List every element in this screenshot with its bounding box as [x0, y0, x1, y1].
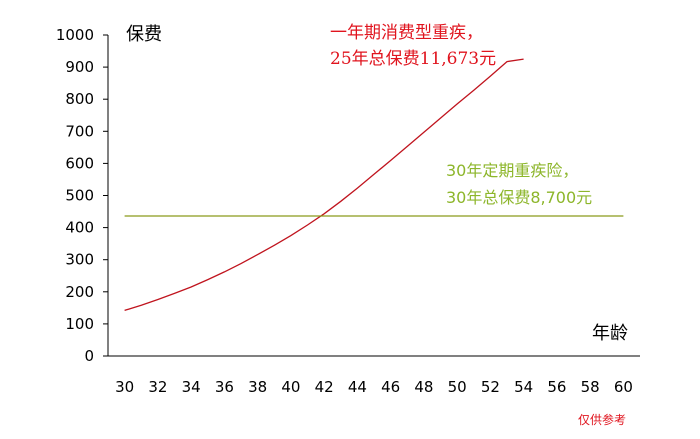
y-axis-title: 保费	[126, 24, 162, 45]
green-annotation-line1: 30年定期重疾险，	[446, 161, 578, 180]
y-tick-label: 400	[65, 219, 94, 237]
y-tick-label: 800	[65, 90, 94, 108]
x-tick-labels: 30 32 34 36 38 40 42 44 46 48 50 52 54 56 58 60	[115, 378, 633, 396]
y-tick-labels: 0 100 200 300 400 500 600 700 800 900 1000	[56, 26, 108, 365]
x-tick-label: 44	[348, 378, 367, 396]
x-tick-label: 60	[614, 378, 633, 396]
y-tick-label: 700	[65, 122, 94, 140]
y-tick-label: 100	[65, 315, 94, 333]
y-tick-label: 0	[84, 347, 94, 365]
x-tick-label: 36	[215, 378, 234, 396]
red-premium-line	[124, 58, 524, 312]
series-lines	[124, 58, 624, 312]
footnote: 仅供参考	[578, 412, 626, 427]
green-annotation-line2: 30年总保费8,700元	[446, 188, 592, 207]
x-tick-label: 40	[281, 378, 300, 396]
y-tick-label: 300	[65, 251, 94, 269]
red-annotation-line2: 25年总保费11,673元	[330, 49, 496, 69]
x-tick-label: 38	[248, 378, 267, 396]
x-tick-label: 30	[115, 378, 134, 396]
x-tick-label: 52	[481, 378, 500, 396]
red-annotation-line1: 一年期消费型重疾，	[330, 23, 483, 43]
x-tick-label: 58	[581, 378, 600, 396]
x-tick-label: 54	[514, 378, 533, 396]
x-tick-label: 48	[414, 378, 433, 396]
y-tick-label: 600	[65, 154, 94, 172]
y-tick-label: 500	[65, 187, 94, 205]
x-tick-label: 42	[315, 378, 334, 396]
x-tick-label: 50	[448, 378, 467, 396]
y-tick-label: 900	[65, 58, 94, 76]
y-tick-label: 1000	[56, 26, 94, 44]
x-tick-label: 34	[182, 378, 201, 396]
y-tick-label: 200	[65, 283, 94, 301]
x-tick-label: 46	[381, 378, 400, 396]
x-axis-title: 年龄	[592, 323, 628, 344]
x-tick-label: 32	[148, 378, 167, 396]
x-tick-label: 56	[547, 378, 566, 396]
